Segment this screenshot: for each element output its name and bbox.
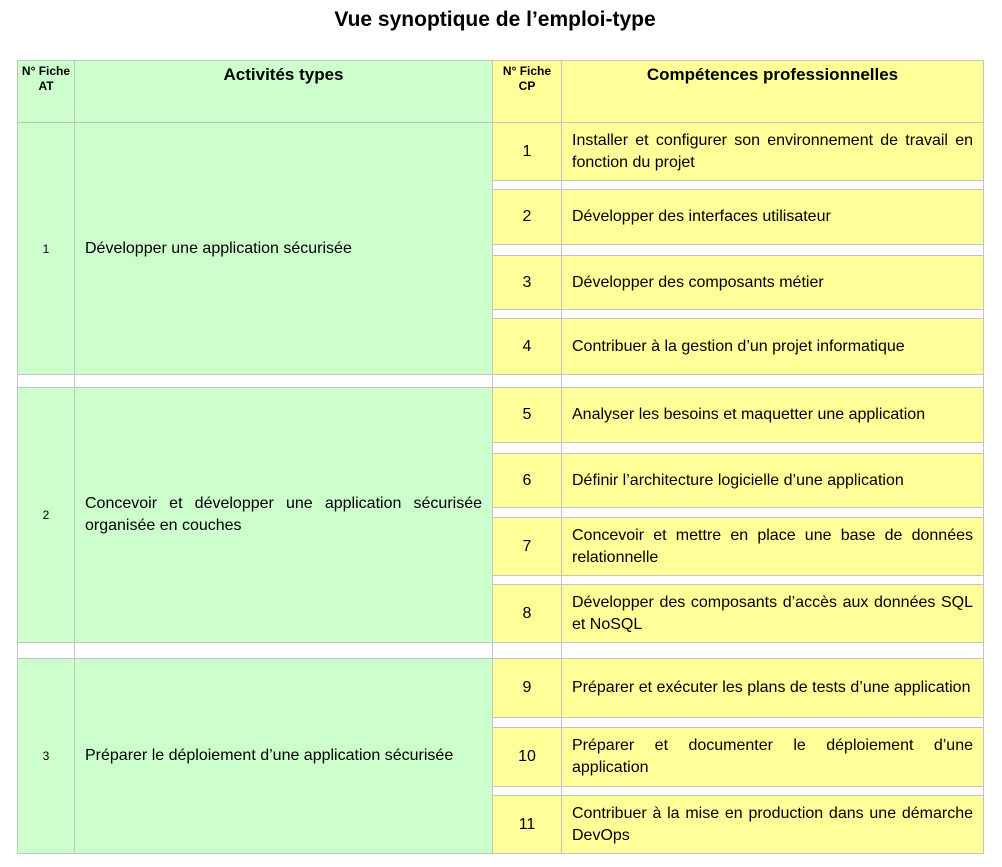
spacer-cell xyxy=(493,181,561,189)
competence-label: Installer et configurer son environnemen… xyxy=(562,123,983,180)
separator-cell xyxy=(75,643,492,658)
separator-cell xyxy=(493,643,561,658)
competence-label: Concevoir et mettre en place une base de… xyxy=(562,518,983,575)
spacer-cell xyxy=(562,718,983,727)
separator-cell xyxy=(18,643,74,658)
spacer-cell xyxy=(562,787,983,795)
competence-number: 3 xyxy=(493,256,561,309)
spacer-cell xyxy=(493,508,561,517)
competence-number: 7 xyxy=(493,518,561,575)
competence-number: 10 xyxy=(493,728,561,786)
header-activites-types: Activités types xyxy=(75,61,492,122)
spacer-cell xyxy=(493,576,561,584)
spacer-cell xyxy=(493,245,561,255)
separator-cell xyxy=(75,375,492,387)
competence-number: 6 xyxy=(493,454,561,507)
competence-label: Développer des composants d’accès aux do… xyxy=(562,585,983,642)
spacer-cell xyxy=(493,310,561,318)
spacer-cell xyxy=(562,576,983,584)
competence-number: 11 xyxy=(493,796,561,853)
competence-label: Contribuer à la gestion d’un projet info… xyxy=(562,319,983,374)
competence-label: Développer des interfaces utilisateur xyxy=(562,190,983,244)
competence-label: Définir l’architecture logicielle d’une … xyxy=(562,454,983,507)
competence-label: Contribuer à la mise en production dans … xyxy=(562,796,983,853)
spacer-cell xyxy=(562,181,983,189)
spacer-cell xyxy=(493,443,561,453)
header-fiche-at: N° Fiche AT xyxy=(18,61,74,122)
competence-label: Analyser les besoins et maquetter une ap… xyxy=(562,388,983,442)
synoptic-table: N° Fiche AT Activités types N° Fiche CP … xyxy=(17,60,984,854)
spacer-cell xyxy=(493,787,561,795)
competence-label: Développer des composants métier xyxy=(562,256,983,309)
competence-label: Préparer et documenter le déploiement d’… xyxy=(562,728,983,786)
activity-label: Préparer le déploiement d’une applicatio… xyxy=(75,659,492,853)
competence-number: 1 xyxy=(493,123,561,180)
activity-number: 2 xyxy=(18,388,74,642)
activity-number: 1 xyxy=(18,123,74,374)
separator-cell xyxy=(18,375,74,387)
competence-number: 2 xyxy=(493,190,561,244)
separator-cell xyxy=(562,643,983,658)
activity-label: Concevoir et développer une application … xyxy=(75,388,492,642)
spacer-cell xyxy=(562,443,983,453)
activity-label: Développer une application sécurisée xyxy=(75,123,492,374)
competence-number: 5 xyxy=(493,388,561,442)
page-title: Vue synoptique de l’emploi-type xyxy=(334,8,656,31)
header-competences: Compétences professionnelles xyxy=(562,61,983,122)
spacer-cell xyxy=(562,245,983,255)
competence-label: Préparer et exécuter les plans de tests … xyxy=(562,659,983,717)
spacer-cell xyxy=(493,718,561,727)
header-fiche-cp: N° Fiche CP xyxy=(493,61,561,122)
spacer-cell xyxy=(562,310,983,318)
separator-cell xyxy=(493,375,561,387)
competence-number: 4 xyxy=(493,319,561,374)
competence-number: 8 xyxy=(493,585,561,642)
spacer-cell xyxy=(562,508,983,517)
separator-cell xyxy=(562,375,983,387)
activity-number: 3 xyxy=(18,659,74,853)
competence-number: 9 xyxy=(493,659,561,717)
